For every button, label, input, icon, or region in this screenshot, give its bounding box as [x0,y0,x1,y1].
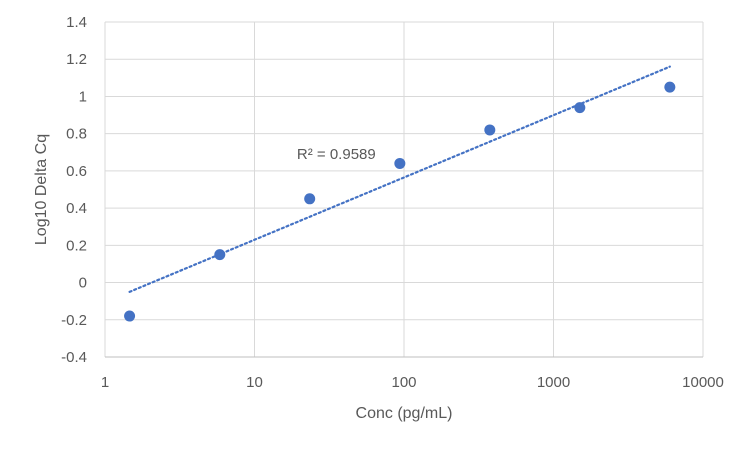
x-tick-label: 10000 [682,374,724,391]
y-tick-label: 0.8 [66,126,87,143]
x-axis-title: Conc (pg/mL) [356,405,453,422]
trendline [128,65,671,293]
y-axis-title: Log10 Delta Cq [33,134,50,245]
trendline-group [128,65,671,293]
x-tick-label: 10 [246,374,263,391]
y-tick-label: 1.2 [66,51,87,68]
data-point [394,157,406,169]
y-tick-label: 0.4 [66,200,87,217]
y-tick-label: -0.2 [61,312,87,329]
gridlines [104,21,704,358]
data-points [124,81,676,322]
labels: -0.4 -0.2 0 0.2 0.4 0.6 0.8 1 1.2 1.4 1 10 100 1000 10… [33,14,724,422]
y-tick-label: 0 [79,275,87,292]
data-point [484,124,496,136]
data-point [664,81,676,93]
r-squared-annotation: R² = 0.9589 [297,146,376,163]
y-tick-label: 0.6 [66,163,87,180]
x-tick-label: 1 [101,374,109,391]
y-tick-label: 1 [79,88,87,105]
y-tick-label: 0.2 [66,237,87,254]
data-point [574,102,586,114]
x-tick-label: 1000 [537,374,570,391]
y-tick-label: -0.4 [61,349,87,366]
data-point [124,310,136,322]
x-tick-label: 100 [391,374,416,391]
y-tick-label: 1.4 [66,14,87,31]
data-point [304,193,316,205]
data-point [214,249,226,261]
